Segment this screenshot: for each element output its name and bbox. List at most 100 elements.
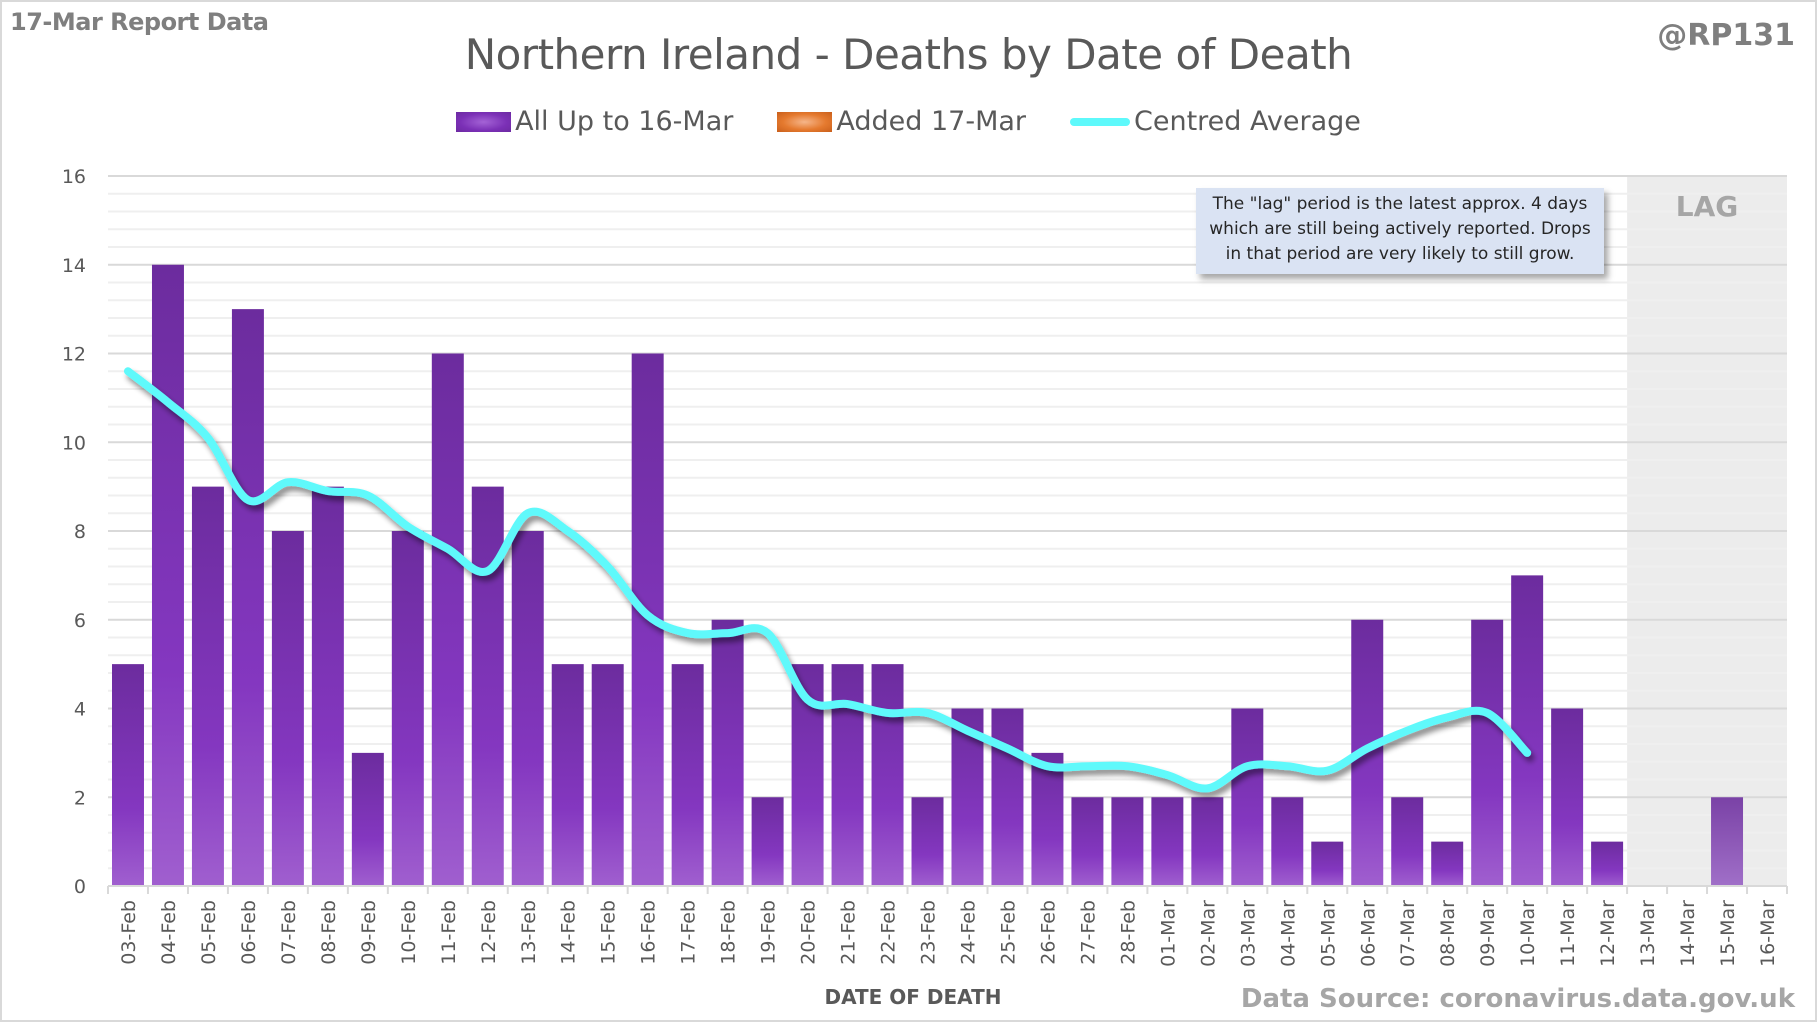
bar-17-Feb [671, 664, 704, 886]
x-tick-label: 13-Mar [1637, 900, 1659, 967]
legend-item-average: Centred Average [1070, 106, 1361, 137]
x-tick-label: 19-Feb [758, 900, 780, 965]
x-tick-label: 27-Feb [1077, 900, 1099, 965]
legend-swatch-purple-icon [456, 111, 512, 132]
y-tick-label: 12 [62, 344, 86, 366]
x-tick-label: 14-Mar [1677, 900, 1699, 967]
bar-04-Feb [151, 264, 184, 886]
legend-line-icon [1070, 117, 1131, 126]
x-tick-label: 08-Feb [318, 900, 340, 965]
x-tick-label: 18-Feb [718, 900, 740, 965]
x-tick-label: 28-Feb [1117, 900, 1139, 965]
bar-25-Feb [991, 708, 1024, 886]
y-tick-label: 0 [74, 876, 86, 898]
legend-label: Centred Average [1134, 106, 1361, 137]
bar-11-Feb [431, 353, 464, 886]
x-tick-label: 16-Feb [638, 900, 660, 965]
bar-10-Mar [1511, 575, 1544, 886]
bar-19-Feb [751, 797, 784, 886]
x-tick-label: 15-Mar [1717, 900, 1739, 967]
legend-item-all: All Up to 16-Mar [456, 106, 733, 137]
x-tick-label: 06-Mar [1357, 900, 1379, 967]
bar-09-Feb [351, 752, 384, 886]
x-tick-label: 05-Feb [198, 900, 220, 965]
bar-23-Feb [911, 797, 944, 886]
x-tick-label: 01-Mar [1157, 900, 1179, 967]
x-tick-label: 02-Mar [1197, 900, 1219, 967]
note-line: in that period are very likely to still … [1225, 244, 1575, 264]
bar-15-Feb [591, 664, 624, 886]
lag-label: LAG [1675, 190, 1739, 223]
x-tick-label: 14-Feb [558, 900, 580, 965]
bar-04-Mar [1271, 797, 1304, 886]
bar-09-Mar [1471, 619, 1504, 886]
x-tick-label: 12-Mar [1597, 900, 1619, 967]
y-tick-label: 6 [74, 610, 86, 632]
x-tick-label: 03-Feb [118, 900, 140, 965]
x-tick-label: 24-Feb [957, 900, 979, 965]
bar-03-Mar [1231, 708, 1264, 886]
note-line: which are still being actively reported.… [1209, 219, 1591, 239]
bar-08-Feb [311, 486, 344, 886]
x-tick-label: 25-Feb [997, 900, 1019, 965]
bar-07-Feb [271, 531, 304, 886]
bar-10-Feb [391, 531, 424, 886]
y-tick-label: 2 [74, 787, 86, 809]
x-tick-label: 15-Feb [598, 900, 620, 965]
bar-22-Feb [871, 664, 904, 886]
bar-27-Feb [1071, 797, 1104, 886]
x-tick-label: 13-Feb [518, 900, 540, 965]
x-tick-label: 03-Mar [1237, 900, 1259, 967]
bar-03-Feb [111, 664, 144, 886]
note-line: The "lag" period is the latest approx. 4… [1212, 194, 1588, 214]
x-tick-label: 08-Mar [1437, 900, 1459, 967]
x-axis-title: DATE OF DEATH [824, 985, 1002, 1009]
bar-11-Mar [1551, 708, 1584, 886]
author-handle: @RP131 [1657, 18, 1795, 53]
report-date-label: 17-Mar Report Data [10, 8, 269, 36]
legend-item-added: Added 17-Mar [777, 106, 1026, 137]
lag-explanation-note: The "lag" period is the latest approx. 4… [1196, 188, 1604, 274]
x-tick-label: 21-Feb [838, 900, 860, 965]
x-tick-label: 10-Mar [1517, 900, 1539, 967]
x-tick-label: 09-Mar [1477, 900, 1499, 967]
x-tick-label: 11-Mar [1557, 900, 1579, 967]
bar-12-Mar [1591, 841, 1624, 886]
x-tick-label: 23-Feb [918, 900, 940, 965]
x-tick-label: 07-Mar [1397, 900, 1419, 967]
x-tick-label: 22-Feb [878, 900, 900, 965]
x-tick-label: 04-Mar [1277, 900, 1299, 967]
y-tick-label: 8 [74, 521, 86, 543]
bar-15-Mar [1711, 797, 1744, 886]
bar-28-Feb [1111, 797, 1144, 886]
y-tick-label: 4 [74, 699, 86, 721]
x-tick-label: 09-Feb [358, 900, 380, 965]
bar-05-Mar [1311, 841, 1344, 886]
bar-02-Mar [1191, 797, 1224, 886]
bar-12-Feb [471, 486, 504, 886]
chart-title: Northern Ireland - Deaths by Date of Dea… [464, 30, 1353, 79]
x-tick-label: 11-Feb [438, 900, 460, 965]
bar-21-Feb [831, 664, 864, 886]
y-tick-label: 14 [62, 255, 86, 277]
legend-label: Added 17-Mar [836, 106, 1027, 137]
x-tick-label: 07-Feb [278, 900, 300, 965]
bar-05-Feb [191, 486, 224, 886]
bar-06-Feb [231, 309, 264, 886]
x-tick-label: 20-Feb [798, 900, 820, 965]
x-tick-label: 04-Feb [158, 900, 180, 965]
data-source: Data Source: coronavirus.data.gov.uk [1240, 984, 1795, 1014]
bar-13-Feb [511, 531, 544, 886]
y-tick-label: 16 [62, 166, 86, 188]
bar-26-Feb [1031, 752, 1064, 886]
centred-average-line [123, 367, 1532, 793]
x-tick-label: 17-Feb [678, 900, 700, 965]
x-tick-label: 16-Mar [1757, 900, 1779, 967]
x-tick-label: 12-Feb [478, 900, 500, 965]
x-tick-label: 05-Mar [1317, 900, 1339, 967]
bar-07-Mar [1391, 797, 1424, 886]
legend-label: All Up to 16-Mar [515, 106, 734, 137]
legend: All Up to 16-Mar Added 17-Mar Centred Av… [0, 106, 1817, 137]
bar-18-Feb [711, 619, 744, 886]
